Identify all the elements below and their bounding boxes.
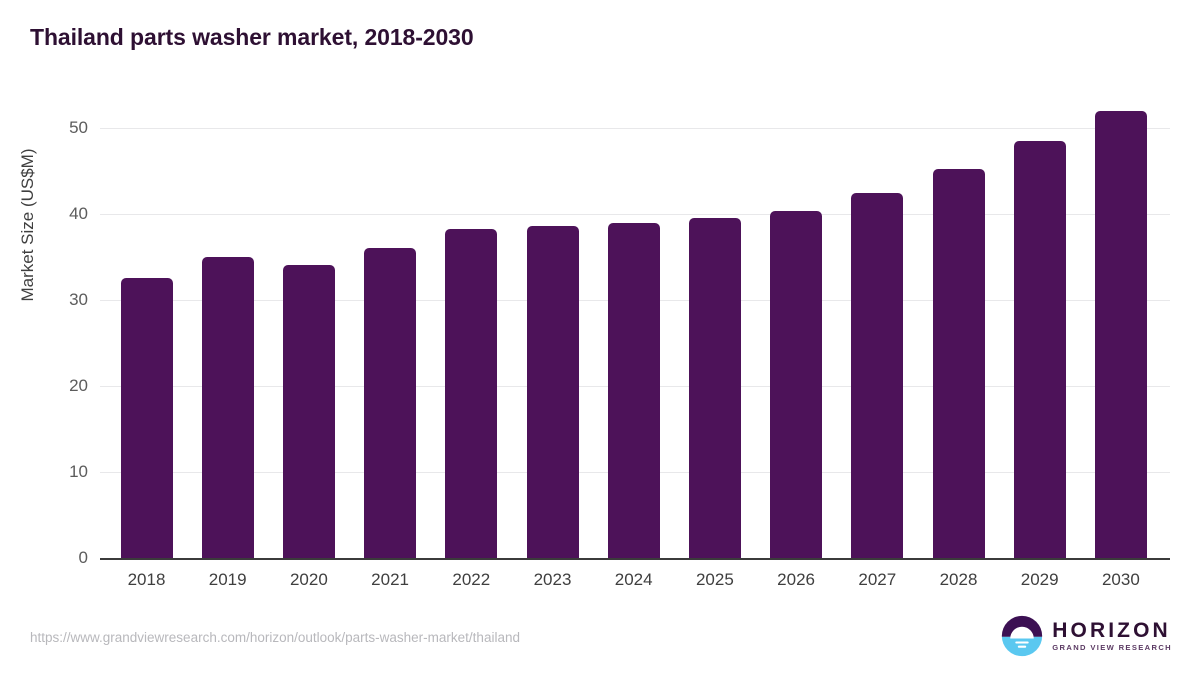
bar-2023[interactable]: [526, 226, 579, 558]
x-axis-tick-label-2028: 2028: [939, 570, 978, 589]
y-axis-tick-label: 50: [69, 118, 88, 137]
bar-2022[interactable]: [445, 228, 498, 558]
bar-2021[interactable]: [364, 248, 417, 558]
x-axis-tick-label-2022: 2022: [452, 570, 491, 589]
gridline: [100, 128, 1170, 129]
logo-wordmark: HORIZON: [1052, 619, 1171, 643]
x-axis-tick-label-2019: 2019: [208, 570, 247, 589]
bar-2019[interactable]: [201, 257, 254, 558]
bar-2027[interactable]: [851, 193, 904, 558]
x-axis-tick-label-2018: 2018: [127, 570, 166, 589]
bar-2030[interactable]: [1094, 110, 1147, 558]
x-axis-tick-label-2023: 2023: [533, 570, 572, 589]
x-axis-tick-label-2024: 2024: [614, 570, 653, 589]
x-axis-tick-label-2021: 2021: [371, 570, 409, 589]
page-title: Thailand parts washer market, 2018-2030: [30, 24, 474, 50]
x-axis-tick-label-2029: 2029: [1020, 570, 1059, 589]
horizon-logo-icon: [1002, 615, 1043, 657]
source-url[interactable]: https://www.grandviewresearch.com/horizo…: [30, 630, 520, 645]
x-axis-tick-label-2020: 2020: [289, 570, 328, 589]
logo-tagline: GRAND VIEW RESEARCH: [1052, 643, 1172, 653]
horizon-logo-text: HORIZON GRAND VIEW RESEARCH: [1052, 620, 1172, 652]
y-axis-tick-label: 10: [69, 462, 88, 481]
bar-2020[interactable]: [282, 264, 335, 558]
x-axis-tick-label-2030: 2030: [1101, 570, 1140, 589]
x-axis-line: [100, 558, 1170, 560]
x-axis-tick-label-2025: 2025: [695, 570, 734, 589]
y-axis-tick-label: 40: [69, 204, 88, 223]
horizon-logo: HORIZON GRAND VIEW RESEARCH: [1001, 614, 1172, 658]
y-axis-label: Market Size (US$M): [18, 148, 37, 302]
y-axis-tick-label: 0: [78, 548, 88, 567]
bar-2028[interactable]: [932, 169, 985, 558]
bar-2018[interactable]: [120, 277, 173, 558]
y-axis-tick-label: 20: [69, 376, 88, 395]
x-axis-tick-label-2027: 2027: [858, 570, 897, 589]
bar-2024[interactable]: [607, 223, 660, 558]
plot-area: [100, 110, 1170, 558]
x-axis-tick-label-2026: 2026: [777, 570, 815, 589]
y-axis-tick-label: 30: [69, 290, 88, 309]
gridline: [100, 214, 1170, 215]
bar-2026[interactable]: [770, 211, 823, 558]
bar-2025[interactable]: [688, 218, 741, 558]
bar-2029[interactable]: [1013, 140, 1066, 558]
